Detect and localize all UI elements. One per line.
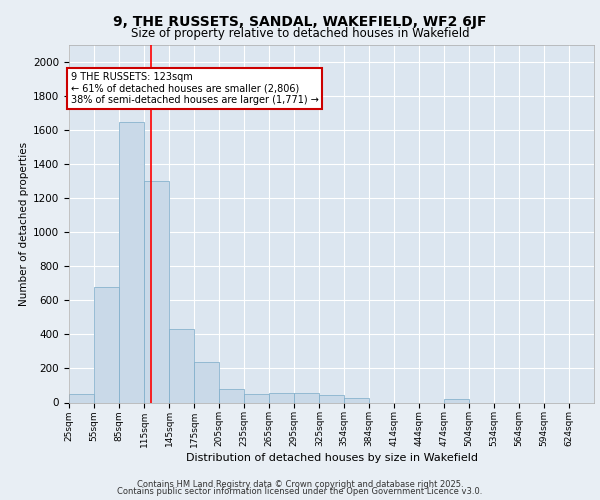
- Text: Contains HM Land Registry data © Crown copyright and database right 2025.: Contains HM Land Registry data © Crown c…: [137, 480, 463, 489]
- Bar: [319, 395, 344, 402]
- Bar: [344, 398, 368, 402]
- Bar: [169, 330, 194, 402]
- Y-axis label: Number of detached properties: Number of detached properties: [19, 142, 29, 306]
- Bar: [219, 389, 244, 402]
- Bar: [295, 393, 319, 402]
- Bar: [69, 394, 94, 402]
- Bar: [194, 362, 219, 403]
- Bar: [269, 393, 295, 402]
- Text: Size of property relative to detached houses in Wakefield: Size of property relative to detached ho…: [131, 28, 469, 40]
- Bar: [244, 394, 269, 402]
- Text: Contains public sector information licensed under the Open Government Licence v3: Contains public sector information licen…: [118, 487, 482, 496]
- Bar: [94, 286, 119, 403]
- Bar: [119, 122, 144, 402]
- Bar: [144, 181, 169, 402]
- Text: 9, THE RUSSETS, SANDAL, WAKEFIELD, WF2 6JF: 9, THE RUSSETS, SANDAL, WAKEFIELD, WF2 6…: [113, 15, 487, 29]
- Bar: [444, 399, 469, 402]
- X-axis label: Distribution of detached houses by size in Wakefield: Distribution of detached houses by size …: [185, 454, 478, 464]
- Text: 9 THE RUSSETS: 123sqm
← 61% of detached houses are smaller (2,806)
38% of semi-d: 9 THE RUSSETS: 123sqm ← 61% of detached …: [71, 72, 319, 106]
